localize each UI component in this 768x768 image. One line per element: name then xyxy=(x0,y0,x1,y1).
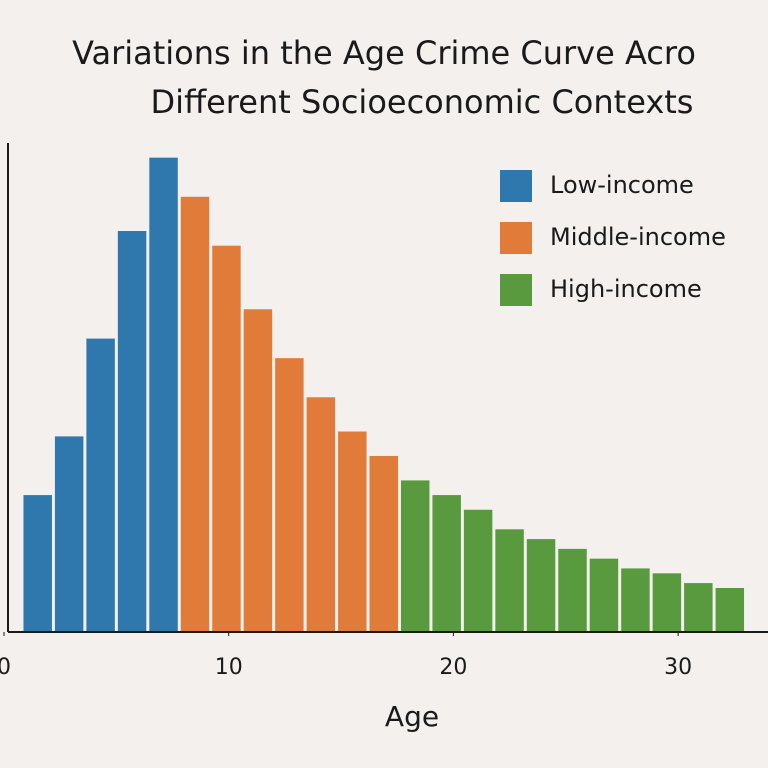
bar xyxy=(338,431,367,632)
x-tick-label: 20 xyxy=(439,655,467,680)
x-axis-label: Age xyxy=(385,700,439,733)
bar xyxy=(86,338,115,632)
bar xyxy=(715,587,745,632)
bar xyxy=(149,157,178,633)
bar xyxy=(463,509,493,632)
legend-label: Low-income xyxy=(550,171,694,199)
bar xyxy=(117,231,147,632)
bar xyxy=(306,397,336,632)
legend-label: High-income xyxy=(550,275,702,303)
bar xyxy=(432,495,461,632)
bar xyxy=(369,455,398,632)
bar xyxy=(652,573,682,632)
bar xyxy=(495,529,524,632)
legend-swatch xyxy=(500,170,532,202)
bar xyxy=(589,558,619,632)
x-tick-label: 0 xyxy=(0,655,11,680)
bar xyxy=(526,539,556,632)
legend-swatch xyxy=(500,222,532,254)
legend-label: Middle-income xyxy=(550,223,726,251)
x-tick-label: 10 xyxy=(215,655,243,680)
bar xyxy=(684,583,713,632)
bar xyxy=(621,568,650,632)
bar xyxy=(54,436,84,632)
bar xyxy=(558,548,587,632)
bar xyxy=(180,196,210,633)
chart-title: Different Socioeconomic Contexts xyxy=(151,83,694,121)
bar xyxy=(243,309,273,632)
bar xyxy=(275,358,304,632)
bar xyxy=(212,245,241,632)
x-tick-label: 30 xyxy=(664,655,692,680)
chart-title: Variations in the Age Crime Curve Acro xyxy=(72,34,696,72)
bar xyxy=(23,495,52,632)
legend-swatch xyxy=(500,274,532,306)
bar xyxy=(400,480,430,632)
